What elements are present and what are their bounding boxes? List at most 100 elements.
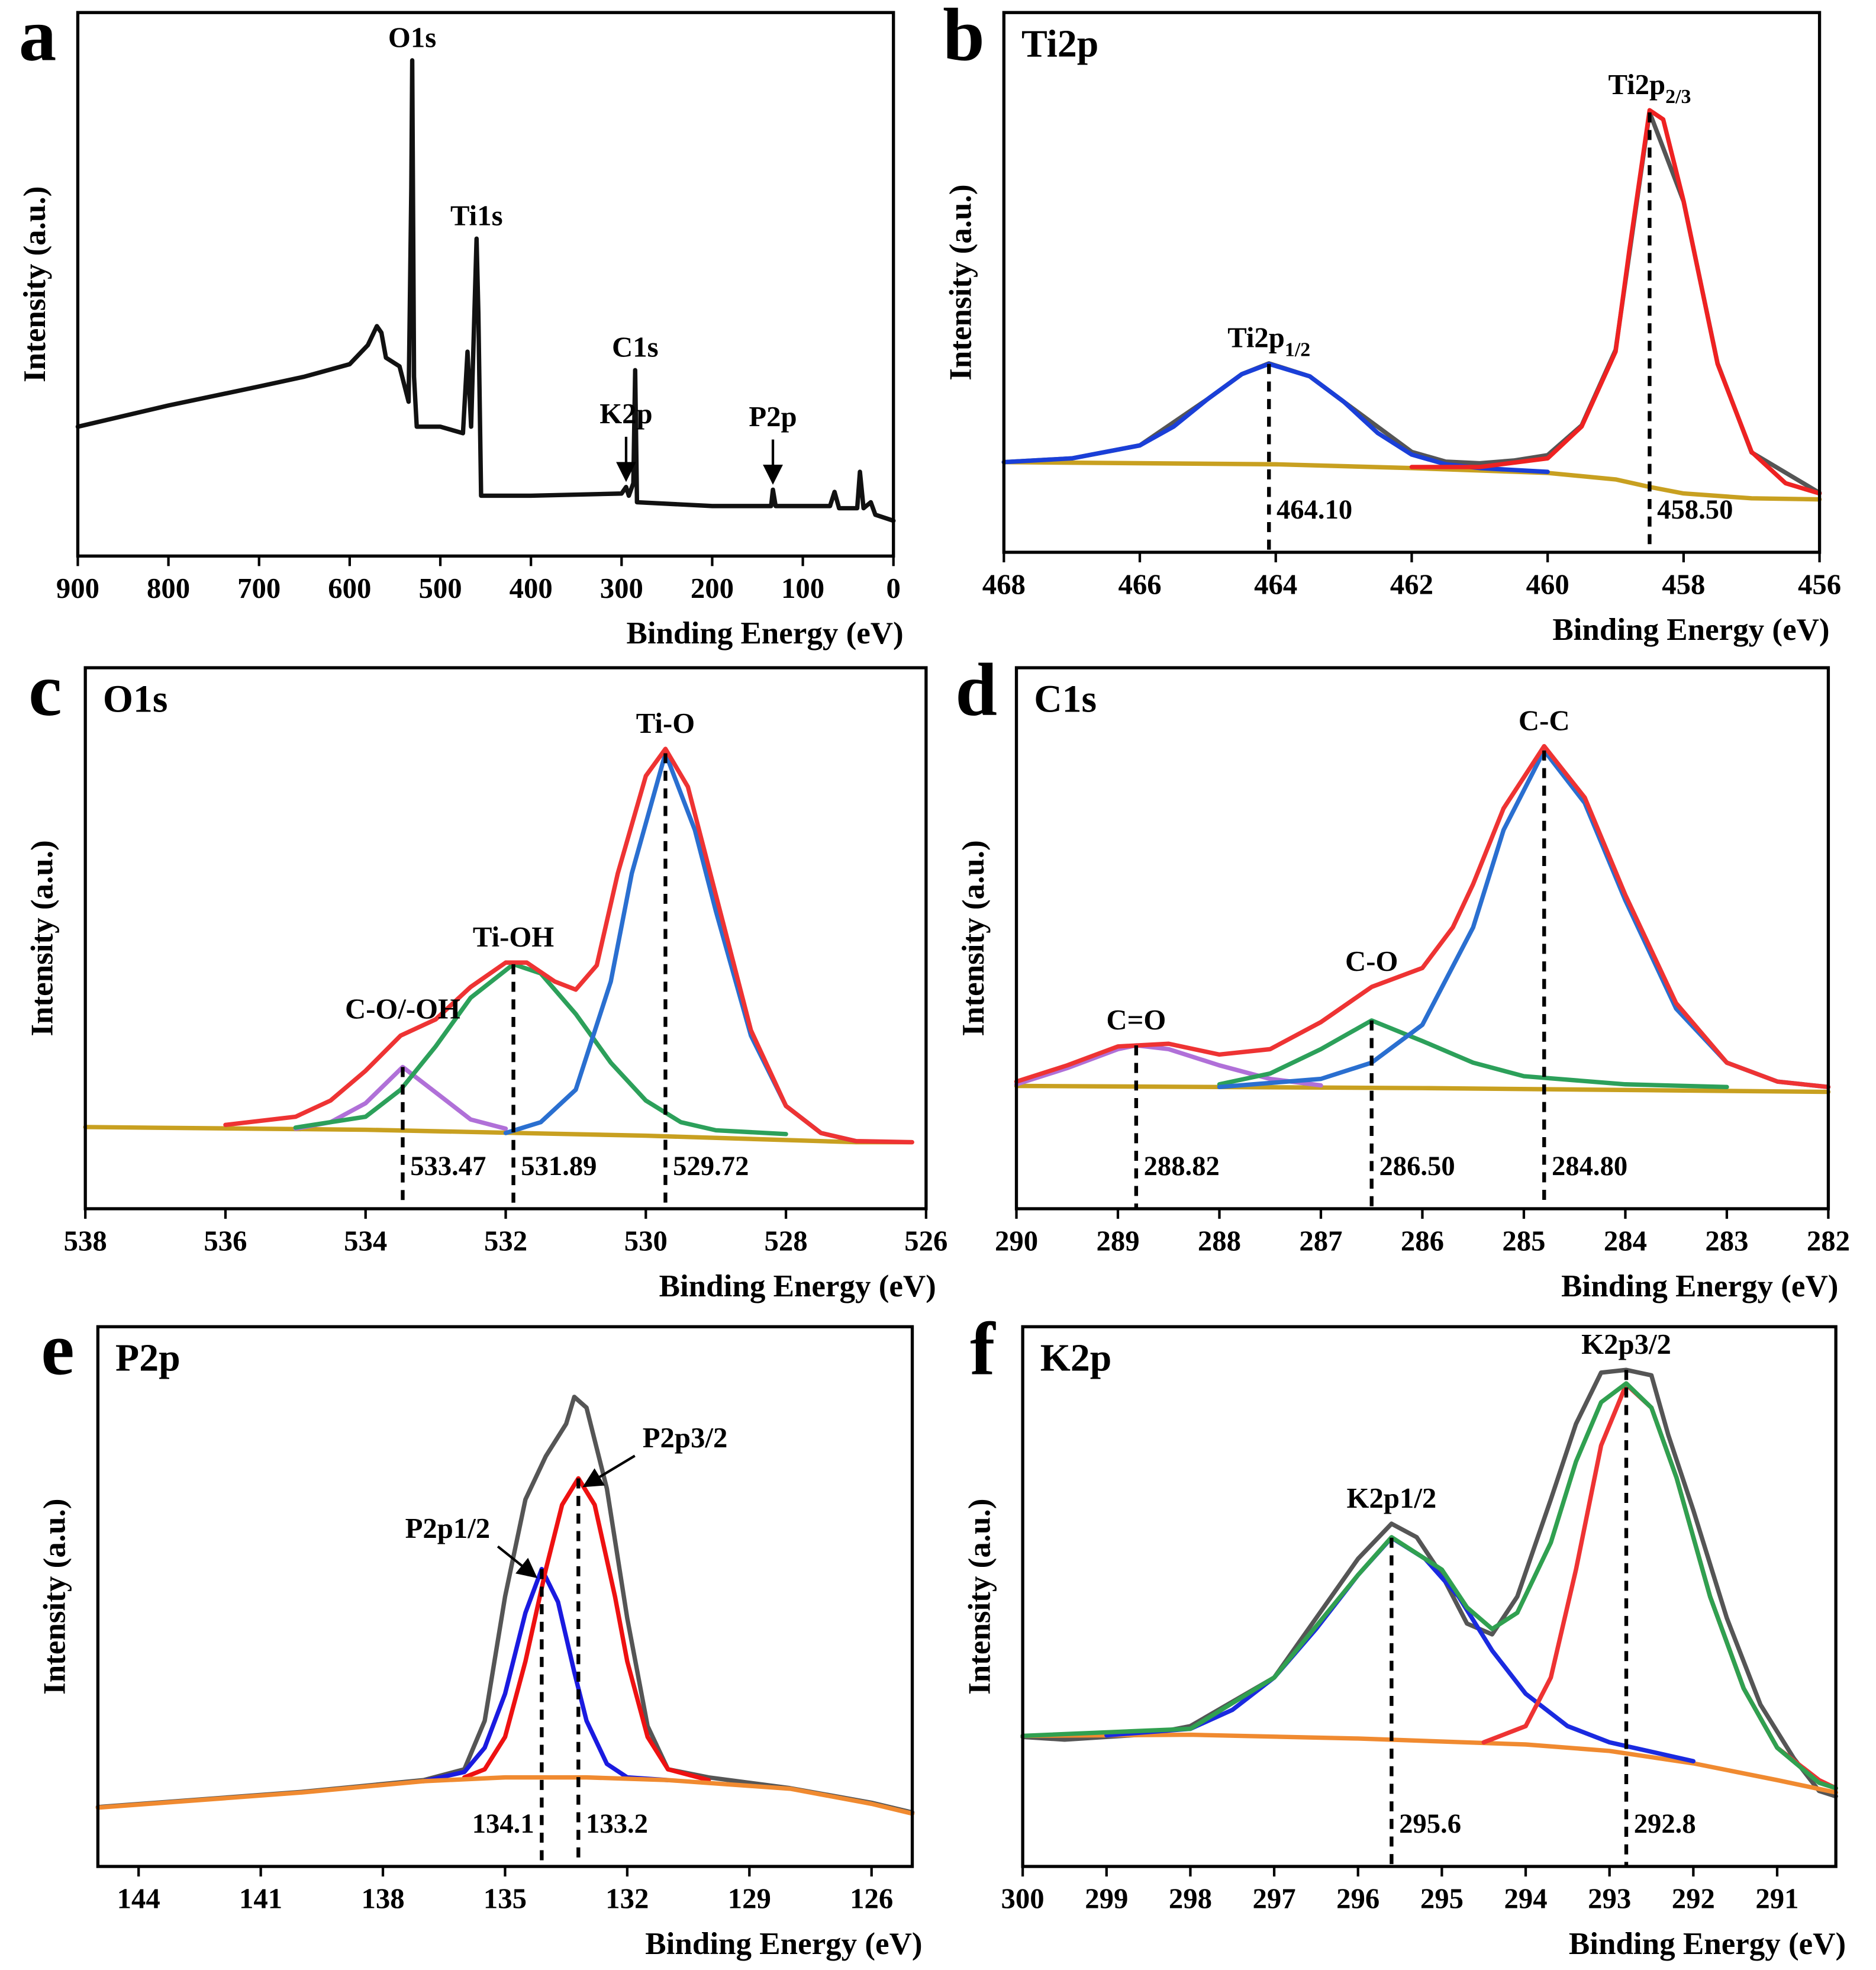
x-tick-label: 144 <box>117 1883 160 1915</box>
x-tick-label: 600 <box>328 572 371 604</box>
x-tick-label: 291 <box>1755 1883 1798 1915</box>
x-tick-label: 285 <box>1502 1225 1545 1257</box>
peak-name-text: P2p1/2 <box>405 1512 491 1544</box>
x-tick-label: 466 <box>1118 569 1161 601</box>
peak-name: Ti2p2/3 <box>1608 69 1691 108</box>
spectrum-line <box>1409 108 1822 496</box>
x-tick-label: 468 <box>982 569 1026 601</box>
x-axis-label: Binding Energy (eV) <box>626 616 903 651</box>
peak-value-label: 529.72 <box>673 1151 749 1182</box>
x-tick-label: 200 <box>691 572 734 604</box>
peak-name-subscript: 2/3 <box>1665 86 1691 108</box>
peak-name-text: Ti2p <box>1227 322 1285 354</box>
y-axis-label: Intensity (a.u.) <box>18 186 52 382</box>
x-tick-label: 530 <box>624 1225 668 1257</box>
peak-annotation: K2p <box>599 398 652 430</box>
spectrum-line <box>1014 743 1831 1090</box>
peak-value-label: 288.82 <box>1144 1151 1220 1182</box>
x-tick-label: 132 <box>605 1883 649 1915</box>
panel-letter: a <box>19 0 57 76</box>
x-tick-label: 900 <box>56 572 99 604</box>
x-tick-label: 290 <box>995 1225 1038 1257</box>
x-tick-label: 526 <box>904 1225 947 1257</box>
x-tick-label: 538 <box>64 1225 107 1257</box>
x-tick-label: 129 <box>728 1883 771 1915</box>
x-tick-label: 296 <box>1336 1883 1379 1915</box>
x-tick-label: 298 <box>1169 1883 1212 1915</box>
x-tick-label: 297 <box>1253 1883 1296 1915</box>
peak-annotation: C1s <box>612 331 659 363</box>
x-tick-label: 300 <box>1001 1883 1045 1915</box>
peak-name: C-O <box>1345 945 1398 977</box>
spectrum-line <box>1020 1381 1838 1791</box>
spectrum-line <box>421 1566 671 1784</box>
peak-name: P2p3/2 <box>643 1422 728 1454</box>
panel-title: K2p <box>1040 1337 1112 1380</box>
x-tick-label: 532 <box>484 1225 527 1257</box>
peak-name: C=O <box>1106 1004 1166 1036</box>
x-tick-label: 292 <box>1672 1883 1715 1915</box>
peak-value-label: 292.8 <box>1634 1808 1696 1839</box>
peak-name: Ti2p1/2 <box>1227 322 1310 361</box>
x-tick-label: 536 <box>204 1225 247 1257</box>
spectrum-line <box>1001 460 1822 502</box>
x-tick-label: 400 <box>510 572 553 604</box>
peak-name-text: C=O <box>1106 1004 1166 1036</box>
x-tick-label: 284 <box>1604 1225 1647 1257</box>
x-tick-label: 288 <box>1198 1225 1241 1257</box>
x-tick-label: 299 <box>1085 1883 1128 1915</box>
x-tick-label: 282 <box>1807 1225 1850 1257</box>
spectrum-line <box>1001 362 1550 474</box>
x-tick-label: 464 <box>1254 569 1297 601</box>
x-tick-label: 286 <box>1401 1225 1444 1257</box>
peak-name-text: Ti-O <box>636 707 695 739</box>
peak-name: C-O/-OH <box>345 993 460 1025</box>
panel-letter: c <box>28 648 62 732</box>
peak-name-text: P2p3/2 <box>643 1422 728 1454</box>
peak-value-label: 464.10 <box>1277 494 1352 525</box>
y-axis-label: Intensity (a.u.) <box>944 184 978 380</box>
spectrum-line <box>1020 1732 1838 1795</box>
x-tick-label: 456 <box>1798 569 1841 601</box>
plot-frame <box>1021 1325 1838 1868</box>
peak-name: C-C <box>1519 705 1570 737</box>
x-tick-label: 126 <box>850 1883 893 1915</box>
panel-letter: f <box>970 1307 996 1390</box>
peak-value-label: 531.89 <box>521 1151 597 1182</box>
panel-title: C1s <box>1034 678 1097 721</box>
x-tick-label: 460 <box>1526 569 1569 601</box>
peak-name: Ti-O <box>636 707 695 739</box>
panel-title: O1s <box>103 678 168 721</box>
peak-value-label: 284.80 <box>1552 1151 1627 1182</box>
spectrum-line <box>75 58 896 523</box>
peak-value-label: 295.6 <box>1399 1808 1461 1839</box>
x-tick-label: 528 <box>765 1225 808 1257</box>
peak-value-label: 286.50 <box>1379 1151 1455 1182</box>
peak-annotation: P2p <box>749 401 797 433</box>
x-tick-label: 283 <box>1705 1225 1748 1257</box>
x-tick-label: 800 <box>147 572 190 604</box>
peak-arrow <box>497 1545 538 1579</box>
x-axis-label: Binding Energy (eV) <box>645 1927 922 1961</box>
x-tick-label: 293 <box>1588 1883 1631 1915</box>
x-tick-label: 289 <box>1096 1225 1139 1257</box>
x-axis-label: Binding Energy (eV) <box>659 1269 936 1303</box>
x-axis-label: Binding Energy (eV) <box>1569 1927 1846 1961</box>
peak-name-text: C-O/-OH <box>345 993 460 1025</box>
x-tick-label: 458 <box>1662 569 1705 601</box>
x-tick-label: 700 <box>237 572 281 604</box>
x-tick-label: 287 <box>1299 1225 1342 1257</box>
peak-name: K2p3/2 <box>1581 1328 1671 1360</box>
x-tick-label: 135 <box>483 1883 527 1915</box>
x-tick-label: 295 <box>1420 1883 1464 1915</box>
panel-letter: e <box>41 1307 74 1390</box>
x-tick-label: 141 <box>239 1883 282 1915</box>
x-tick-label: 0 <box>887 572 901 604</box>
x-tick-label: 462 <box>1390 569 1433 601</box>
peak-arrow <box>582 1454 636 1488</box>
peak-name: Ti-OH <box>473 921 554 953</box>
x-tick-label: 500 <box>418 572 462 604</box>
